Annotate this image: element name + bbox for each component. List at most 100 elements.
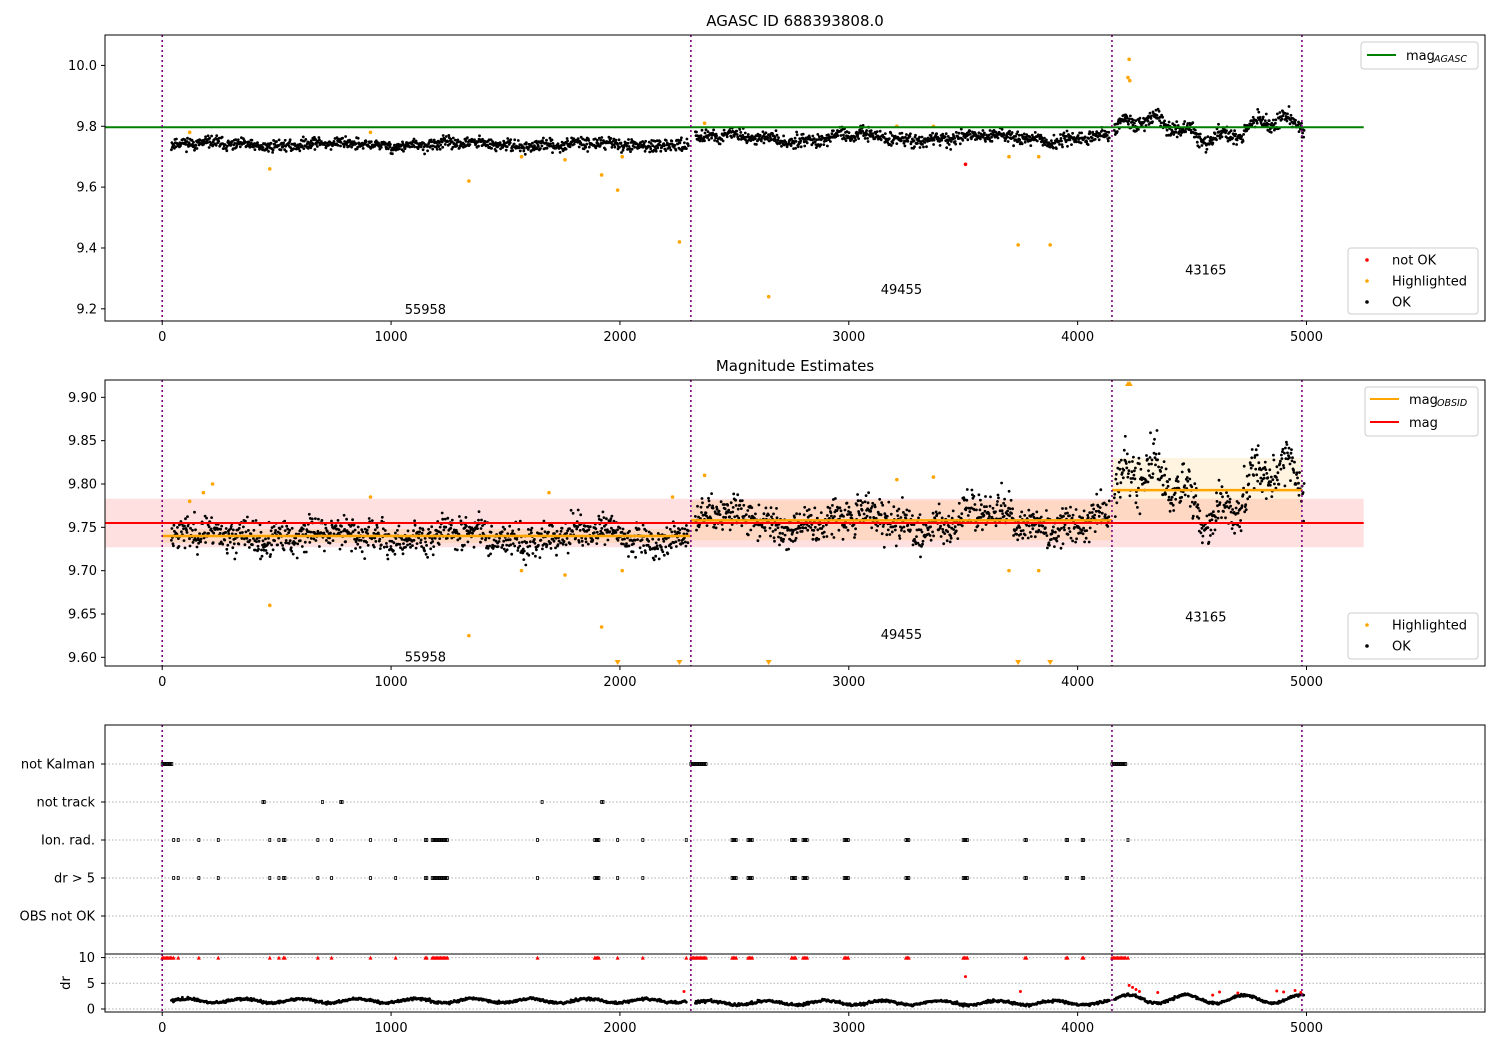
ok-point (435, 147, 439, 151)
ok-point (259, 530, 263, 534)
ok-point (895, 142, 899, 146)
ok-point (954, 130, 958, 134)
ok-point (477, 510, 481, 513)
ok-point (472, 545, 476, 549)
ok-point (1290, 448, 1293, 451)
ok-point (881, 503, 885, 507)
ok-point (1270, 121, 1274, 125)
ok-point (771, 132, 774, 136)
ok-point (366, 532, 370, 535)
ok-point (251, 543, 254, 547)
highlighted-point (620, 568, 625, 573)
ok-point (860, 508, 864, 512)
ok-point (1071, 539, 1074, 543)
ok-point (1167, 133, 1170, 137)
ok-point (1046, 546, 1049, 550)
ok-point (450, 518, 454, 522)
ok-point (813, 140, 817, 144)
highlighted-point (467, 179, 471, 183)
ok-point (1003, 504, 1007, 508)
ok-point (957, 501, 961, 505)
ok-point (938, 144, 942, 147)
ok-point (1152, 442, 1155, 445)
ok-point (253, 142, 256, 145)
ok-point (799, 139, 803, 143)
ok-point (926, 528, 930, 532)
ok-point (356, 525, 360, 529)
ok-point (493, 544, 496, 548)
ok-point (1156, 107, 1160, 111)
ok-point (604, 148, 607, 151)
ok-point (1212, 510, 1215, 514)
ok-point (1023, 140, 1027, 144)
highlighted-point (267, 167, 272, 171)
ok-point (252, 528, 256, 532)
ok-point (177, 545, 181, 548)
ok-point (773, 135, 777, 139)
highlighted-point (931, 475, 936, 479)
ok-point (586, 542, 590, 546)
ok-point (1015, 532, 1019, 536)
ok-point (768, 526, 772, 530)
ok-point (415, 542, 419, 545)
ok-point (641, 140, 644, 143)
ok-point (953, 140, 957, 143)
ok-point (1263, 119, 1267, 123)
ok-point (953, 136, 957, 140)
ok-point (345, 517, 348, 521)
ok-point (1080, 131, 1083, 135)
ok-point (1179, 499, 1183, 503)
ok-point (952, 528, 956, 531)
ok-point (1028, 531, 1032, 534)
ok-point (870, 526, 874, 530)
ok-point (497, 540, 501, 543)
ok-point (195, 147, 199, 150)
ok-point (274, 529, 277, 532)
ok-point (844, 526, 848, 529)
ok-point (414, 139, 418, 143)
ok-point (1026, 536, 1030, 540)
ok-point (775, 516, 779, 520)
ok-point (1272, 118, 1275, 122)
ok-point (418, 526, 422, 530)
chart-title: Magnitude Estimates (716, 357, 874, 375)
ok-point (1115, 130, 1119, 133)
ok-point (513, 138, 517, 142)
ok-point (1179, 133, 1183, 137)
ok-point (270, 543, 273, 547)
ok-point (953, 525, 957, 529)
ok-point (755, 143, 758, 146)
ok-point (1254, 467, 1258, 471)
ok-point (839, 509, 843, 513)
ok-point (199, 540, 203, 544)
ok-point (357, 531, 361, 535)
ok-point (453, 138, 457, 142)
ok-point (1093, 137, 1097, 141)
ok-point (1235, 143, 1238, 146)
ok-point (918, 135, 921, 139)
ok-point (559, 541, 562, 545)
ok-point (855, 503, 859, 507)
ok-point (489, 138, 493, 142)
ok-point (1302, 129, 1306, 132)
ok-point (1272, 453, 1275, 457)
highlighted-point (1127, 57, 1131, 62)
flag-marker (536, 838, 539, 842)
ok-point (207, 532, 211, 535)
ok-point (733, 515, 737, 519)
ok-point (902, 141, 906, 145)
ok-point (1228, 500, 1231, 504)
ok-point (1218, 501, 1222, 504)
ok-point (1220, 135, 1224, 139)
ok-point (551, 151, 554, 155)
ok-point (1185, 476, 1189, 479)
ok-point (365, 541, 369, 544)
ok-point (324, 526, 328, 530)
ok-point (795, 133, 799, 137)
ok-point (531, 141, 534, 145)
ok-point (1069, 536, 1073, 540)
ok-point (916, 141, 919, 145)
ok-point (1156, 458, 1159, 462)
ok-point (1230, 527, 1234, 530)
ok-point (826, 144, 829, 148)
